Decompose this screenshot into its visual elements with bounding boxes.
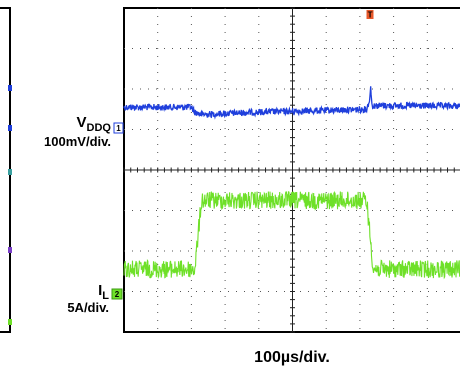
x-axis-label: 100µs/div.: [254, 349, 330, 366]
channel-1-scale: 100mV/div.: [44, 134, 111, 149]
traces: [123, 86, 460, 280]
left-panel: [0, 7, 12, 333]
channel-2-scale: 5A/div.: [67, 300, 109, 315]
left-panel-marker: [8, 85, 12, 91]
left-panel-marker: [8, 169, 12, 175]
scope-grid: [123, 7, 460, 333]
trigger-marker: T: [366, 10, 374, 20]
trigger-marker-box: [366, 10, 374, 19]
left-panel-marker: [8, 125, 12, 131]
channel-2-marker: [111, 288, 123, 300]
left-panel-markers: [8, 85, 12, 325]
channel-2-name-main: I: [98, 282, 102, 299]
channel-1-name: VDDQ: [77, 114, 112, 134]
trigger-marker-label: T: [368, 11, 373, 20]
channel-2-name: IL: [98, 282, 109, 302]
channel-2-marker-label: 2: [115, 290, 120, 299]
left-panel-marker: [8, 247, 12, 253]
channel-2-name-sub: L: [102, 290, 109, 302]
channel-1-name-main: V: [77, 114, 87, 131]
channel-1-marker-label: 1: [116, 124, 121, 133]
trace-vddq: [123, 86, 460, 120]
trace-il: [123, 190, 460, 280]
channel-1-marker: [113, 122, 124, 134]
channel-1-name-sub: DDQ: [87, 122, 112, 134]
channel-1-label: VDDQ 100mV/div. 1: [44, 114, 124, 149]
left-panel-marker: [8, 319, 12, 325]
channel-2-label: IL 5A/div. 2: [67, 282, 123, 315]
